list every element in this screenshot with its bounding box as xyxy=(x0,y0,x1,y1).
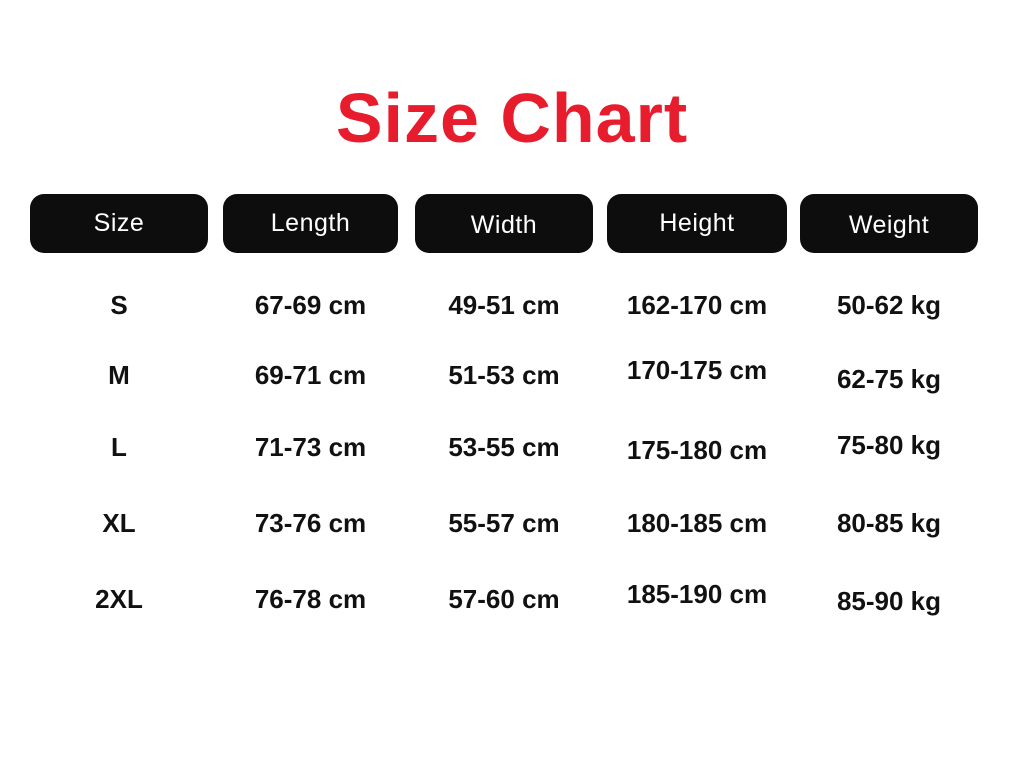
cell-height: 175-180 cm xyxy=(626,434,768,465)
cell-weight: 62-75 kg xyxy=(836,363,942,394)
cell-width: 55-57 cm xyxy=(448,507,560,538)
column-header-weight: Weight xyxy=(800,194,978,253)
cell-size: L xyxy=(111,431,127,462)
cell-height: 170-175 cm xyxy=(626,354,768,385)
cell-height: 180-185 cm xyxy=(626,507,768,538)
column-header-size: Size xyxy=(30,194,208,253)
column-header-height-label: Height xyxy=(659,209,735,237)
cell-length: 67-69 cm xyxy=(254,289,367,320)
cell-width: 51-53 cm xyxy=(448,359,560,390)
cell-size: XL xyxy=(102,507,136,538)
cell-length: 69-71 cm xyxy=(254,359,367,390)
page-title: Size Chart xyxy=(335,79,689,157)
cell-weight: 80-85 kg xyxy=(836,507,942,538)
column-header-height: Height xyxy=(607,194,787,253)
cell-weight: 75-80 kg xyxy=(836,429,942,460)
cell-length: 76-78 cm xyxy=(254,583,367,614)
cell-weight: 50-62 kg xyxy=(836,289,942,320)
cell-width: 53-55 cm xyxy=(448,431,560,462)
cell-size: M xyxy=(108,359,130,390)
cell-width: 57-60 cm xyxy=(448,583,560,614)
column-header-length-label: Length xyxy=(270,209,351,237)
column-header-width-label: Width xyxy=(470,211,538,239)
cell-width: 49-51 cm xyxy=(448,289,560,320)
cell-height: 162-170 cm xyxy=(626,289,768,320)
cell-length: 73-76 cm xyxy=(254,507,367,538)
column-header-weight-label: Weight xyxy=(848,211,930,239)
cell-size: S xyxy=(110,289,128,320)
cell-height: 185-190 cm xyxy=(626,578,768,609)
column-header-length: Length xyxy=(223,194,398,253)
column-header-width: Width xyxy=(415,194,593,253)
column-header-size-label: Size xyxy=(93,209,145,237)
cell-weight: 85-90 kg xyxy=(836,585,942,616)
cell-length: 71-73 cm xyxy=(254,431,367,462)
cell-size: 2XL xyxy=(95,583,143,614)
